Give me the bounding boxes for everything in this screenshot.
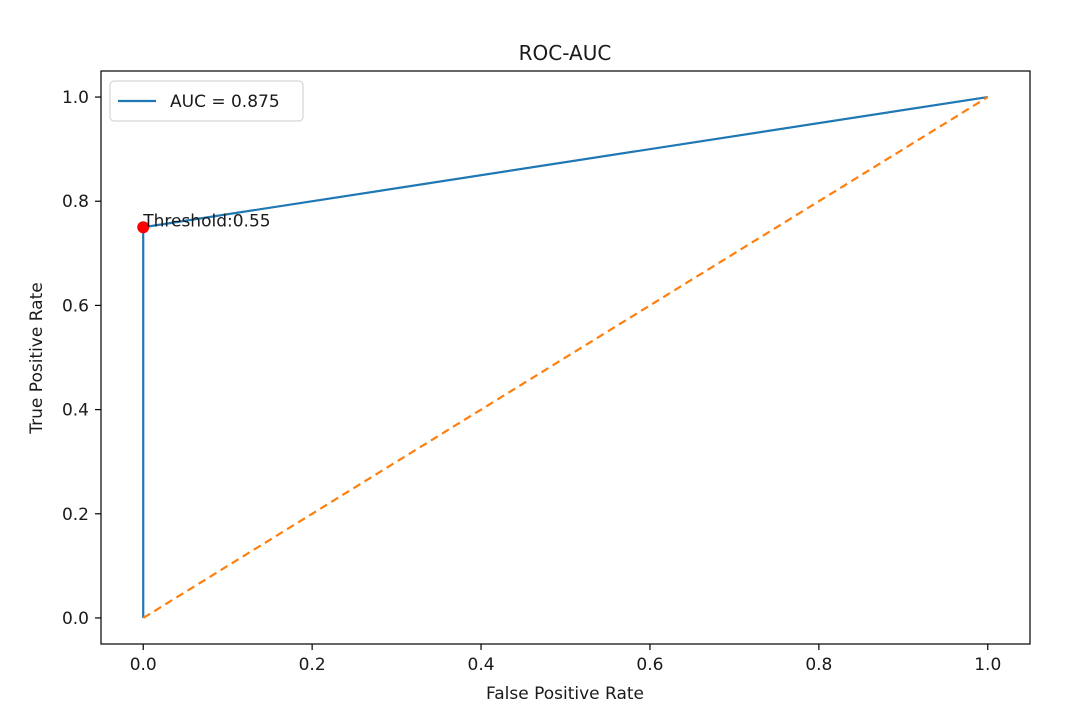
legend-box bbox=[109, 80, 304, 122]
series-line-1 bbox=[142, 96, 989, 619]
x-tick-label: 0.2 bbox=[299, 655, 326, 675]
axes-frame bbox=[100, 70, 1031, 645]
y-tick-label: 0.0 bbox=[62, 609, 89, 629]
y-axis-label: True Positive Rate bbox=[27, 282, 47, 434]
y-tick-label: 0.8 bbox=[62, 192, 89, 212]
threshold-annotation: Threshold:0.55 bbox=[142, 211, 270, 231]
y-tick-label: 0.4 bbox=[62, 401, 89, 421]
threshold-point bbox=[137, 221, 150, 234]
x-tick-label: 1.0 bbox=[974, 655, 1001, 675]
x-axis-label: False Positive Rate bbox=[486, 684, 644, 704]
x-tick-label: 0.6 bbox=[636, 655, 663, 675]
legend: AUC = 0.875 bbox=[109, 80, 304, 122]
y-tick-label: 0.2 bbox=[62, 505, 89, 525]
x-tick-label: 0.4 bbox=[468, 655, 495, 675]
y-tick-label: 0.6 bbox=[62, 296, 89, 316]
legend-label: AUC = 0.875 bbox=[170, 92, 280, 112]
chart-title: ROC-AUC bbox=[519, 41, 612, 65]
y-tick-label: 1.0 bbox=[62, 88, 89, 108]
x-tick-label: 0.0 bbox=[130, 655, 157, 675]
x-tick-label: 0.8 bbox=[805, 655, 832, 675]
